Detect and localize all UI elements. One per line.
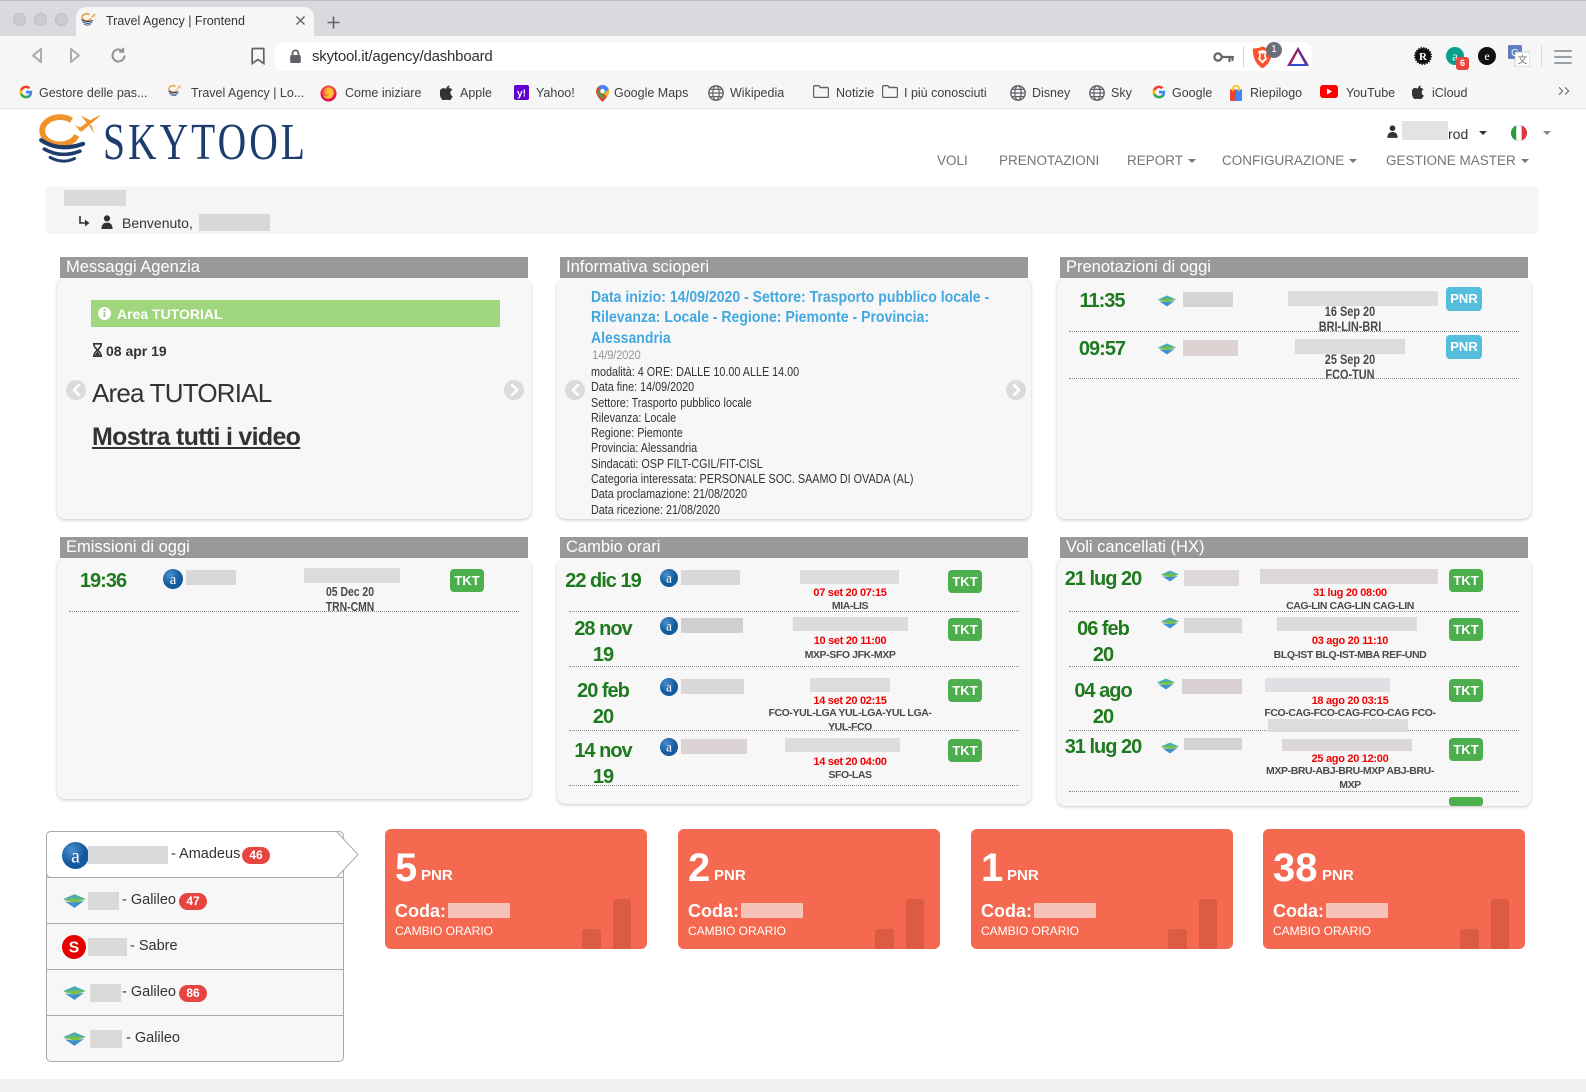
svg-text:文: 文 (1518, 54, 1528, 67)
svg-text:a: a (666, 680, 672, 695)
svg-text:S: S (69, 940, 79, 957)
svg-text:G: G (1511, 48, 1519, 59)
svg-text:e: e (1484, 49, 1489, 63)
svg-text:y!: y! (517, 89, 526, 100)
svg-text:a: a (666, 571, 672, 586)
svg-text:a: a (1452, 49, 1458, 64)
svg-text:R: R (1419, 51, 1428, 63)
svg-text:a: a (666, 740, 672, 755)
svg-text:a: a (666, 619, 672, 634)
svg-text:a: a (71, 845, 80, 867)
svg-text:a: a (170, 572, 177, 588)
